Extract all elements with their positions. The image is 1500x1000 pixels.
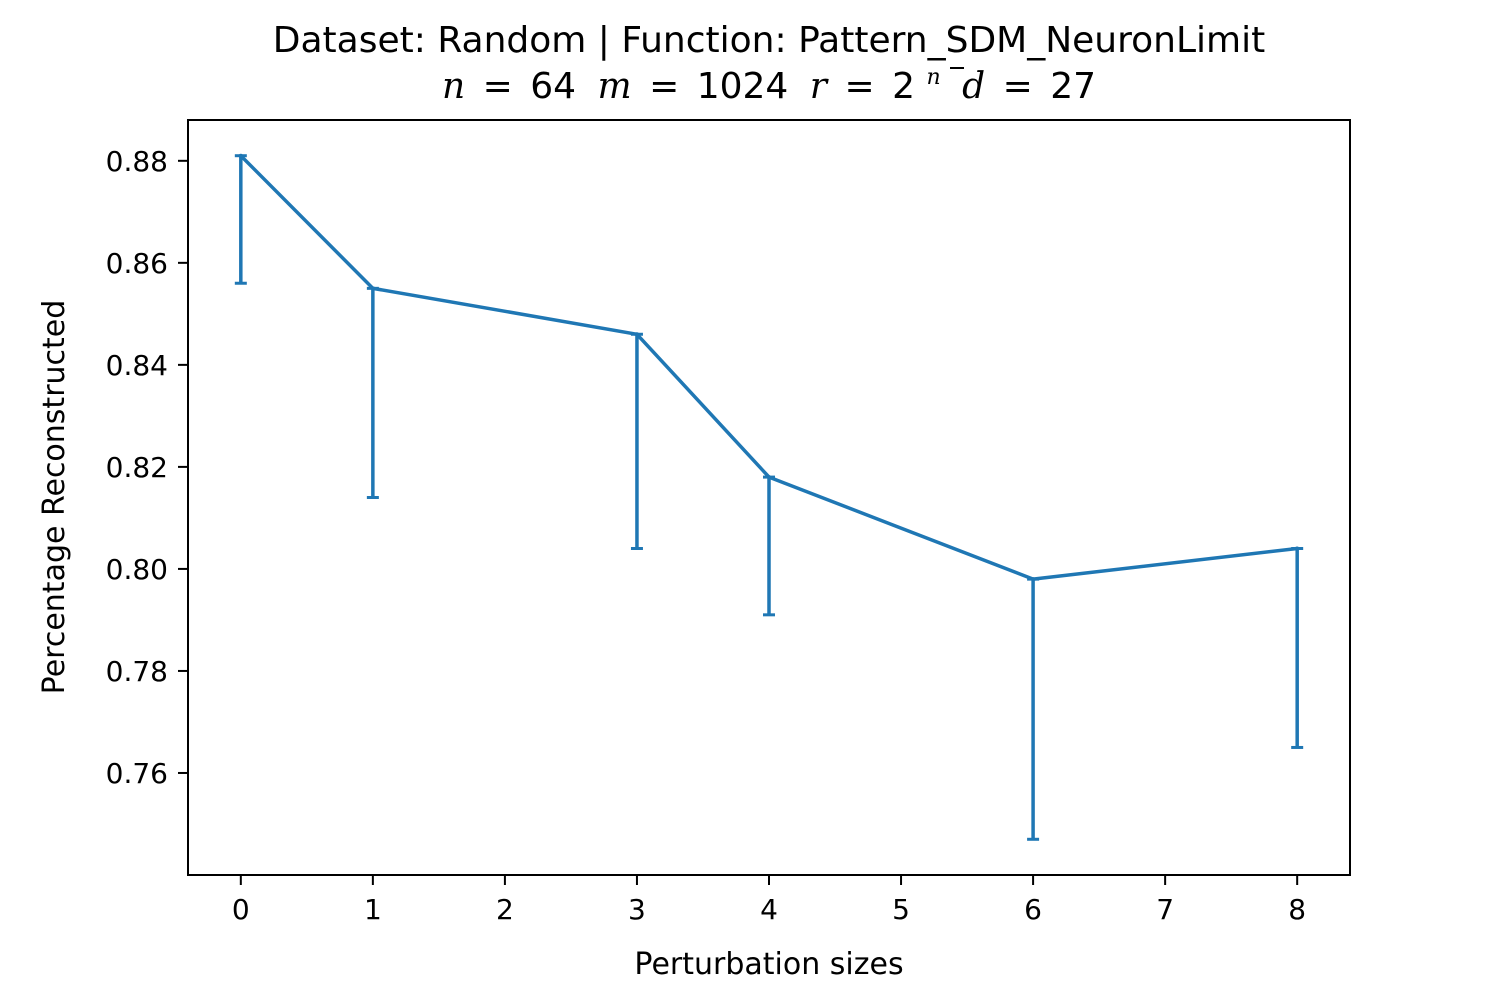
error-bar-2 bbox=[630, 332, 643, 551]
subtitle-r-symbol: r bbox=[810, 66, 829, 107]
x-tick-label-7: 7 bbox=[1156, 893, 1174, 926]
series-line-0 bbox=[239, 154, 1298, 581]
subtitle-n-symbol: n bbox=[442, 66, 465, 107]
y-tick-label-5: 0.86 bbox=[106, 247, 168, 280]
data-point-4 bbox=[1031, 577, 1036, 582]
chart-subtitle: n = 64 m = 1024 r = 2 n d = 27 bbox=[442, 52, 1096, 107]
x-tick-label-5: 5 bbox=[892, 893, 910, 926]
y-tick-label-1: 0.78 bbox=[106, 655, 168, 688]
data-point-0 bbox=[238, 153, 243, 158]
subtitle-m-symbol: m bbox=[598, 66, 632, 107]
error-bar-3 bbox=[763, 475, 775, 617]
data-point-1 bbox=[370, 286, 375, 291]
error-bar-4 bbox=[1027, 577, 1040, 841]
error-bar-5 bbox=[1291, 547, 1304, 749]
x-tick-label-6: 6 bbox=[1024, 893, 1042, 926]
data-point-5 bbox=[1295, 546, 1300, 551]
x-axis-label: Perturbation sizes bbox=[634, 947, 903, 982]
series-layer bbox=[234, 153, 1304, 841]
y-tick-label-6: 0.88 bbox=[106, 145, 168, 178]
y-tick-label-0: 0.76 bbox=[106, 757, 168, 790]
subtitle-d-value: 27 bbox=[1050, 66, 1096, 107]
error-bar-0 bbox=[234, 154, 247, 285]
y-tick-label-4: 0.84 bbox=[106, 349, 168, 382]
data-point-3 bbox=[767, 475, 771, 480]
x-tick-label-3: 3 bbox=[628, 893, 646, 926]
chart-title: Dataset: Random | Function: Pattern_SDM_… bbox=[273, 20, 1265, 61]
y-axis: 0.76 0.78 0.80 0.82 0.84 0.86 0.88 bbox=[106, 145, 188, 790]
subtitle-m-value: 1024 bbox=[697, 66, 789, 107]
x-tick-label-0: 0 bbox=[232, 893, 250, 926]
y-tick-label-3: 0.82 bbox=[106, 451, 168, 484]
subtitle-n-value: 64 bbox=[530, 66, 576, 107]
subtitle-d-symbol: d bbox=[962, 66, 985, 107]
y-axis-label: Percentage Reconstructed bbox=[37, 300, 72, 695]
x-tick-label-8: 8 bbox=[1288, 893, 1306, 926]
subtitle-r-base: 2 bbox=[892, 66, 915, 107]
x-tick-label-2: 2 bbox=[496, 893, 514, 926]
data-point-2 bbox=[634, 332, 639, 337]
error-bar-1 bbox=[366, 286, 379, 499]
x-tick-label-4: 4 bbox=[760, 893, 778, 926]
y-tick-label-2: 0.80 bbox=[106, 553, 168, 586]
x-tick-label-1: 1 bbox=[364, 893, 382, 926]
x-axis: 0 1 2 3 4 5 6 7 8 bbox=[232, 875, 1306, 926]
subtitle-r-exp: n bbox=[926, 65, 940, 90]
